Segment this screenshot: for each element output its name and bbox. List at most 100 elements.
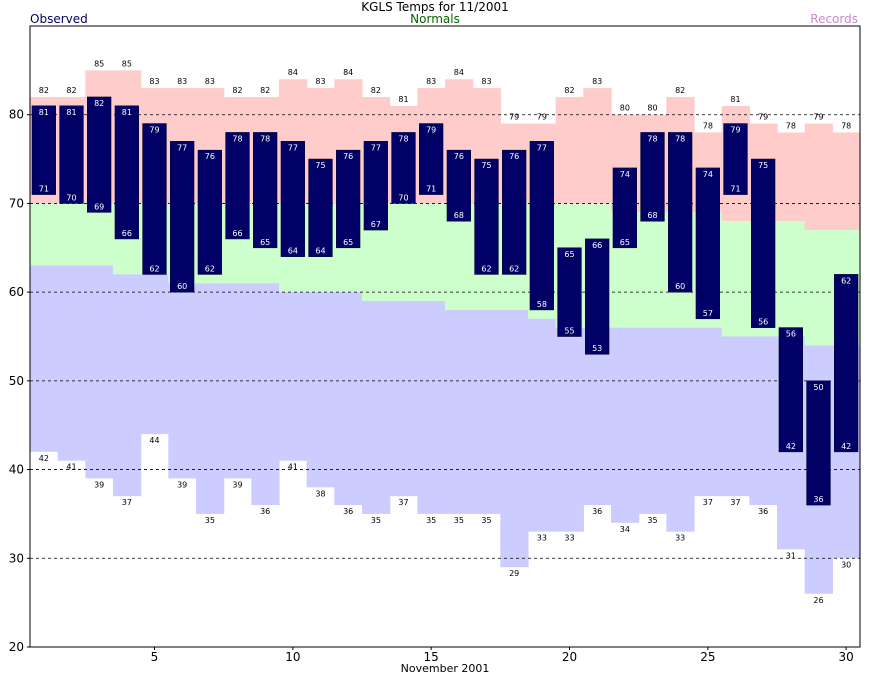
observed-bar	[308, 158, 333, 257]
record-high-band	[555, 96, 584, 204]
x-axis-label: November 2001	[401, 662, 490, 675]
observed-high-label: 76	[205, 152, 215, 161]
observed-bar	[668, 132, 693, 293]
record-low-label: 31	[786, 551, 796, 560]
record-low-label: 33	[537, 534, 547, 543]
record-high-label: 83	[481, 77, 491, 86]
observed-low-label: 57	[703, 309, 713, 318]
record-low-band	[57, 265, 86, 461]
observed-bar	[59, 105, 84, 204]
observed-low-label: 67	[371, 220, 381, 229]
observed-bar	[778, 327, 803, 453]
chart-title: KGLS Temps for 11/2001	[361, 0, 509, 14]
record-high-label: 82	[675, 86, 685, 95]
observed-low-label: 42	[786, 442, 796, 451]
record-low-band	[362, 301, 391, 514]
observed-bar	[87, 96, 112, 213]
observed-high-label: 77	[371, 143, 381, 152]
observed-high-label: 77	[177, 143, 187, 152]
observed-low-label: 68	[647, 211, 657, 220]
record-high-label: 82	[232, 86, 242, 95]
record-low-band	[694, 327, 723, 497]
observed-bar	[612, 167, 637, 249]
record-low-band	[389, 301, 418, 497]
record-low-band	[472, 309, 501, 514]
record-low-label: 36	[343, 507, 353, 516]
observed-low-label: 62	[509, 264, 519, 273]
record-high-label: 81	[730, 95, 740, 104]
record-high-label: 78	[841, 121, 851, 130]
observed-high-label: 75	[315, 161, 325, 170]
observed-low-label: 64	[315, 247, 325, 256]
observed-low-label: 58	[537, 300, 547, 309]
x-tick-label: 30	[839, 650, 854, 664]
normal-band	[417, 203, 446, 302]
observed-bar	[170, 141, 195, 293]
observed-bar	[253, 132, 278, 249]
record-high-label: 84	[454, 68, 464, 77]
record-high-label: 83	[205, 77, 215, 86]
observed-low-label: 65	[620, 238, 630, 247]
record-high-label: 82	[39, 86, 49, 95]
observed-bar	[806, 380, 831, 506]
observed-high-label: 79	[149, 126, 159, 135]
record-high-label: 83	[315, 77, 325, 86]
record-high-label: 79	[813, 113, 823, 122]
observed-high-label: 75	[758, 161, 768, 170]
observed-high-label: 78	[398, 134, 408, 143]
observed-high-label: 62	[841, 276, 851, 285]
observed-bar	[529, 141, 554, 311]
observed-bar	[695, 167, 720, 320]
observed-bar	[363, 141, 388, 231]
observed-high-label: 75	[481, 161, 491, 170]
y-tick-label: 60	[9, 285, 24, 299]
y-tick-label: 80	[9, 108, 24, 122]
record-low-band	[30, 265, 59, 452]
observed-low-label: 71	[426, 185, 436, 194]
observed-low-label: 66	[122, 229, 132, 238]
record-low-label: 35	[205, 516, 215, 525]
record-low-band	[445, 309, 474, 514]
normal-band	[804, 230, 833, 346]
record-low-label: 30	[841, 560, 851, 569]
record-low-band	[334, 292, 363, 506]
record-high-label: 84	[343, 68, 353, 77]
record-low-label: 41	[288, 463, 298, 472]
record-high-label: 79	[758, 113, 768, 122]
record-high-label: 81	[398, 95, 408, 104]
record-high-label: 80	[647, 104, 657, 113]
record-low-label: 44	[149, 436, 159, 445]
record-high-label: 84	[288, 68, 298, 77]
observed-low-label: 70	[398, 193, 408, 202]
observed-low-label: 65	[260, 238, 270, 247]
observed-high-label: 78	[675, 134, 685, 143]
x-tick-label: 20	[562, 650, 577, 664]
observed-bar	[31, 105, 56, 195]
record-low-label: 37	[703, 498, 713, 507]
record-low-band	[417, 301, 446, 514]
observed-high-label: 76	[509, 152, 519, 161]
record-low-label: 33	[564, 534, 574, 543]
record-high-band	[832, 132, 861, 231]
observed-high-label: 82	[94, 99, 104, 108]
record-low-band	[113, 274, 142, 497]
record-low-band	[555, 327, 584, 532]
record-low-label: 29	[509, 569, 519, 578]
record-high-label: 79	[509, 113, 519, 122]
observed-bar	[751, 158, 776, 328]
record-low-label: 36	[758, 507, 768, 516]
observed-high-label: 77	[288, 143, 298, 152]
record-low-band	[666, 327, 695, 532]
record-low-label: 33	[675, 534, 685, 543]
record-high-label: 85	[122, 59, 132, 68]
record-low-label: 35	[371, 516, 381, 525]
record-low-label: 36	[260, 507, 270, 516]
observed-bar	[585, 238, 610, 355]
observed-high-label: 56	[786, 330, 796, 339]
observed-bar	[391, 132, 416, 204]
observed-bar	[336, 149, 361, 249]
record-low-band	[749, 336, 778, 506]
record-low-label: 39	[177, 480, 187, 489]
record-high-label: 78	[786, 121, 796, 130]
